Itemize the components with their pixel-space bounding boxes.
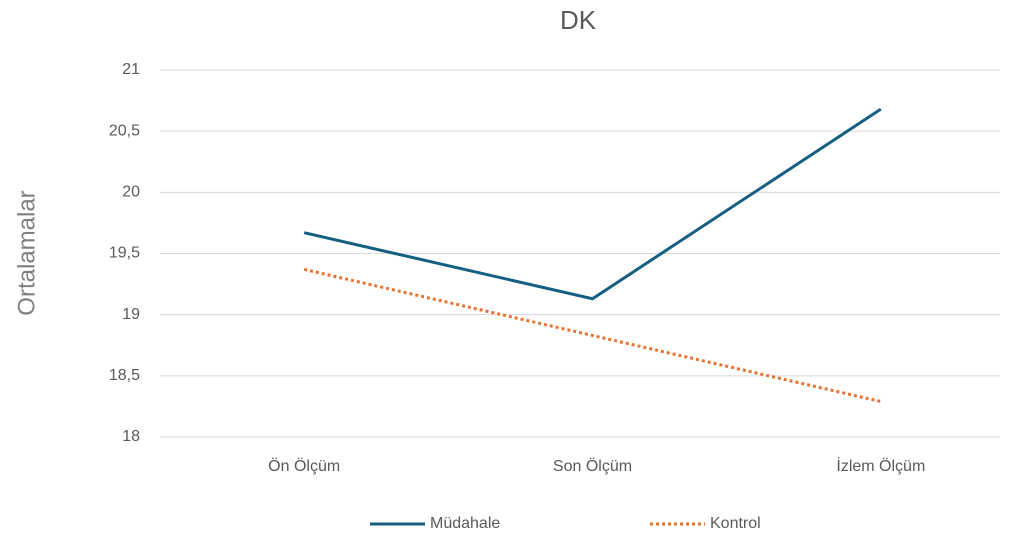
y-tick-label: 21 bbox=[122, 61, 140, 78]
y-axis-title: Ortalamalar bbox=[13, 190, 40, 315]
x-tick-label: Ön Ölçüm bbox=[268, 457, 340, 475]
line-series bbox=[303, 107, 882, 301]
legend-label: Kontrol bbox=[710, 515, 761, 532]
y-tick-label: 19 bbox=[122, 306, 140, 323]
chart-title: DK bbox=[560, 5, 597, 35]
legend-label: Müdahale bbox=[430, 515, 500, 532]
y-tick-label: 20,5 bbox=[109, 122, 140, 139]
y-tick-label: 18,5 bbox=[109, 367, 140, 384]
y-tick-label: 20 bbox=[122, 184, 140, 201]
x-tick-label: İzlem Ölçüm bbox=[836, 456, 925, 475]
x-tick-label: Son Ölçüm bbox=[553, 457, 632, 475]
line-series bbox=[303, 267, 882, 403]
y-tick-label: 18 bbox=[122, 428, 140, 445]
y-tick-label: 19,5 bbox=[109, 245, 140, 262]
